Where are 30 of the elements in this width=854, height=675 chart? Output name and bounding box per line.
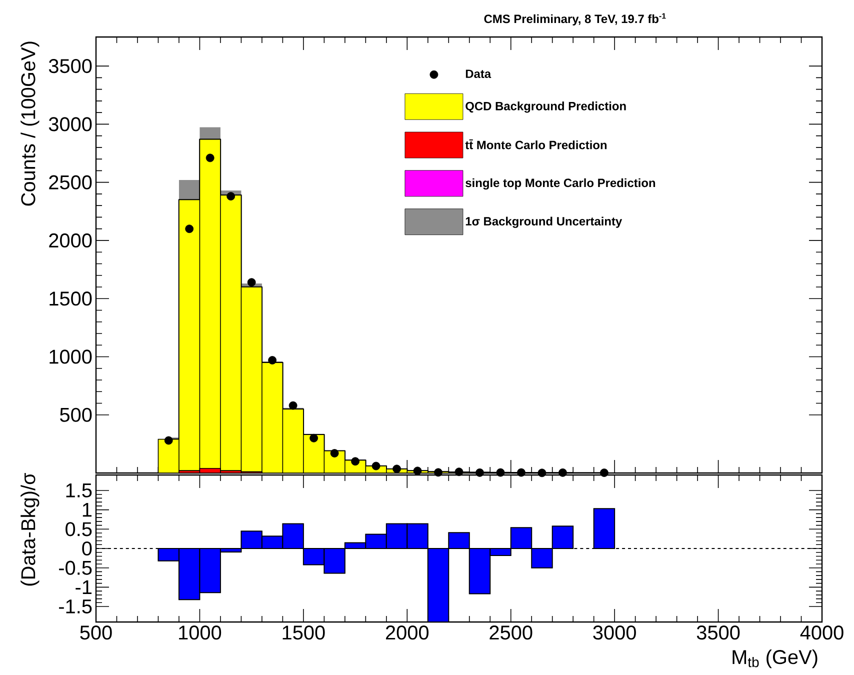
y-tick-label: 3500: [48, 59, 92, 74]
legend-label: tt̄ Monte Carlo Prediction: [465, 139, 607, 150]
y-tick-label: -0.5: [59, 560, 92, 575]
chart-title: CMS Preliminary, 8 TeV, 19.7 fb$^{-1}$: [484, 13, 666, 26]
y-tick-label: 1000: [50, 350, 92, 364]
legend-label: single top Monte Carlo Prediction: [466, 178, 656, 190]
x-tick-label: 2500: [490, 626, 532, 640]
x-tick-label: 3000: [593, 626, 636, 640]
y-tick-label: 500: [60, 408, 92, 422]
y-tick-label: 1: [82, 502, 92, 517]
x-tick-label: 1500: [282, 626, 325, 640]
y-tick-label: 2000: [49, 233, 92, 248]
y-tick-label: 3000: [48, 117, 92, 132]
legend-label: QCD Background Prediction: [466, 102, 626, 113]
x-tick-label: 3500: [696, 626, 740, 640]
y-tick-label: -1: [76, 580, 92, 594]
y-axis-title: Counts / (100GeV): [20, 42, 40, 206]
x-tick-label: 4000: [800, 626, 844, 640]
x-tick-label: 2000: [386, 626, 429, 640]
y-tick-label: 1.5: [66, 484, 92, 498]
y-tick-label: -1.5: [59, 600, 92, 614]
y-axis-title: (Data-Bkg)/σ: [20, 472, 40, 586]
y-tick-label: 0.5: [66, 522, 92, 536]
legend-label: Data: [466, 70, 492, 78]
y-tick-label: 2500: [49, 175, 92, 190]
legend-label: 1σ Background Uncertainty: [466, 216, 622, 228]
y-tick-label: 1500: [50, 292, 92, 306]
x-axis-title: M$_{tb}$ (GeV): [732, 650, 818, 668]
y-tick-label: 0: [82, 541, 92, 556]
x-tick-label: 1000: [179, 626, 222, 640]
